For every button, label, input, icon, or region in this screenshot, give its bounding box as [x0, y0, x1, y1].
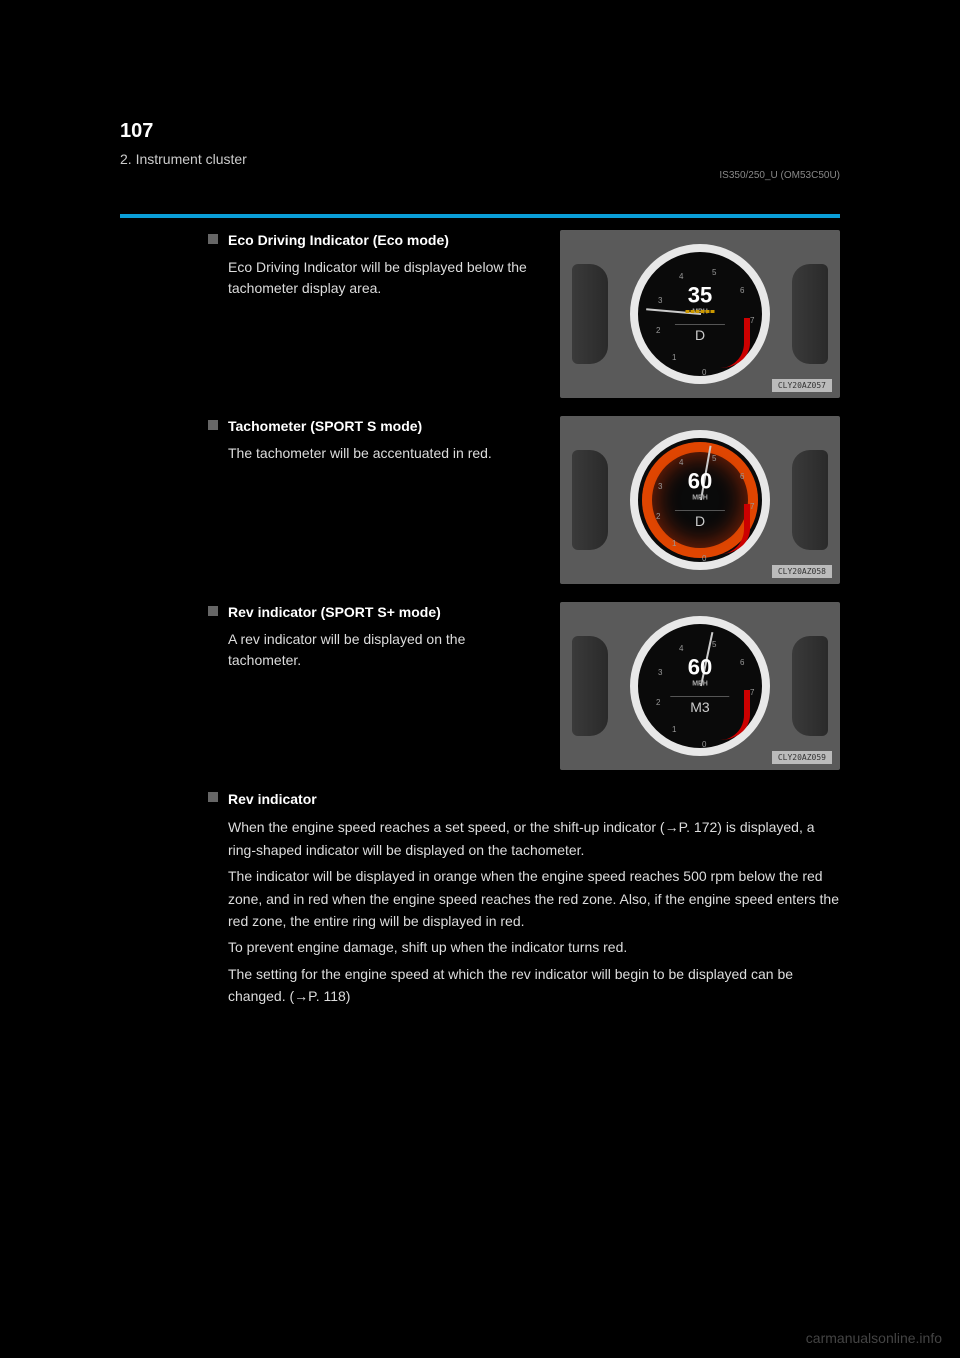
tick-label: 1 [672, 725, 676, 734]
section-bullet-icon [208, 234, 218, 244]
section-title: Eco Driving Indicator (Eco mode) [228, 230, 540, 251]
section-desc: A rev indicator will be displayed on the… [228, 629, 540, 671]
watermark: carmanualsonline.info [806, 1330, 942, 1346]
tick-label: 6 [740, 472, 744, 481]
gear-indicator: D [675, 510, 725, 529]
tick-label: 6 [740, 658, 744, 667]
tick-label: 5 [712, 640, 716, 649]
gauge-illustration: 0 1 2 3 4 5 6 7 60MPH D CLY20AZ058 [560, 416, 840, 584]
rev-body-paragraph: When the engine speed reaches a set spee… [228, 816, 840, 861]
image-tag: CLY20AZ059 [772, 751, 832, 764]
tick-label: 3 [658, 482, 662, 491]
section-bullet-icon [208, 420, 218, 430]
tick-label: 7 [750, 316, 754, 325]
section-title: Rev indicator (SPORT S+ mode) [228, 602, 540, 623]
page-number: 107 [120, 120, 840, 143]
dial: 0 1 2 3 4 5 6 7 60MPH D [630, 430, 770, 570]
tick-label: 1 [672, 539, 676, 548]
tick-label: 0 [702, 740, 706, 749]
section-bullet-icon [208, 792, 218, 802]
section-desc: The tachometer will be accentuated in re… [228, 443, 540, 464]
tick-label: 1 [672, 353, 676, 362]
license-code: IS350/250_U (OM53C50U) [719, 170, 840, 181]
speed-unit: MPH [688, 495, 712, 502]
tick-label: 4 [679, 458, 683, 467]
rev-indicator-section: Rev indicator When the engine speed reac… [208, 788, 840, 1012]
dial: 01234567 35MPH D [630, 244, 770, 384]
tick-label: 6 [740, 286, 744, 295]
rev-body-paragraph: The indicator will be displayed in orang… [228, 865, 840, 932]
rev-body-paragraph: The setting for the engine speed at whic… [228, 963, 840, 1008]
gauge-illustration: 0 1 2 3 4 5 6 7 60MPH M3 CLY20AZ059 [560, 602, 840, 770]
rev-body-paragraph: To prevent engine damage, shift up when … [228, 936, 840, 958]
tick-label: 4 [679, 644, 683, 653]
tick-label: 2 [656, 512, 660, 521]
breadcrumb: 2. Instrument cluster [120, 151, 840, 167]
rev-section-body: When the engine speed reaches a set spee… [228, 816, 840, 1007]
tick-label: 0 [702, 368, 706, 377]
mode-section: Tachometer (SPORT S mode) The tachometer… [208, 416, 840, 584]
tick-label: 5 [712, 454, 716, 463]
mode-section: Rev indicator (SPORT S+ mode) A rev indi… [208, 602, 840, 770]
section-bullet-icon [208, 606, 218, 616]
side-gauge-left-icon [572, 450, 608, 550]
image-tag: CLY20AZ057 [772, 379, 832, 392]
speed-value: 60MPH [688, 469, 712, 502]
tick-label: 4 [679, 272, 683, 281]
rev-section-title: Rev indicator [228, 788, 840, 810]
section-title: Tachometer (SPORT S mode) [228, 416, 540, 437]
accent-divider [120, 214, 840, 218]
tick-label: 7 [750, 502, 754, 511]
tick-label: 7 [750, 688, 754, 697]
gauge-illustration: 01234567 35MPH D CLY20AZ057 [560, 230, 840, 398]
tick-label: 3 [658, 296, 662, 305]
tick-label: 0 [702, 554, 706, 563]
eco-indicator-icon [686, 310, 715, 313]
side-gauge-right-icon [792, 636, 828, 736]
image-tag: CLY20AZ058 [772, 565, 832, 578]
side-gauge-right-icon [792, 450, 828, 550]
tick-label: 2 [656, 698, 660, 707]
speed-unit: MPH [688, 681, 712, 688]
tick-label: 3 [658, 668, 662, 677]
speed-value: 60MPH [688, 655, 712, 688]
gear-indicator: M3 [670, 696, 729, 715]
content-area: Eco Driving Indicator (Eco mode) Eco Dri… [208, 230, 840, 1012]
mode-section: Eco Driving Indicator (Eco mode) Eco Dri… [208, 230, 840, 398]
tick-label: 5 [712, 268, 716, 277]
side-gauge-left-icon [572, 636, 608, 736]
section-desc: Eco Driving Indicator will be displayed … [228, 257, 540, 299]
dial: 0 1 2 3 4 5 6 7 60MPH M3 [630, 616, 770, 756]
side-gauge-left-icon [572, 264, 608, 364]
gear-indicator: D [675, 324, 725, 343]
tick-label: 2 [656, 326, 660, 335]
side-gauge-right-icon [792, 264, 828, 364]
